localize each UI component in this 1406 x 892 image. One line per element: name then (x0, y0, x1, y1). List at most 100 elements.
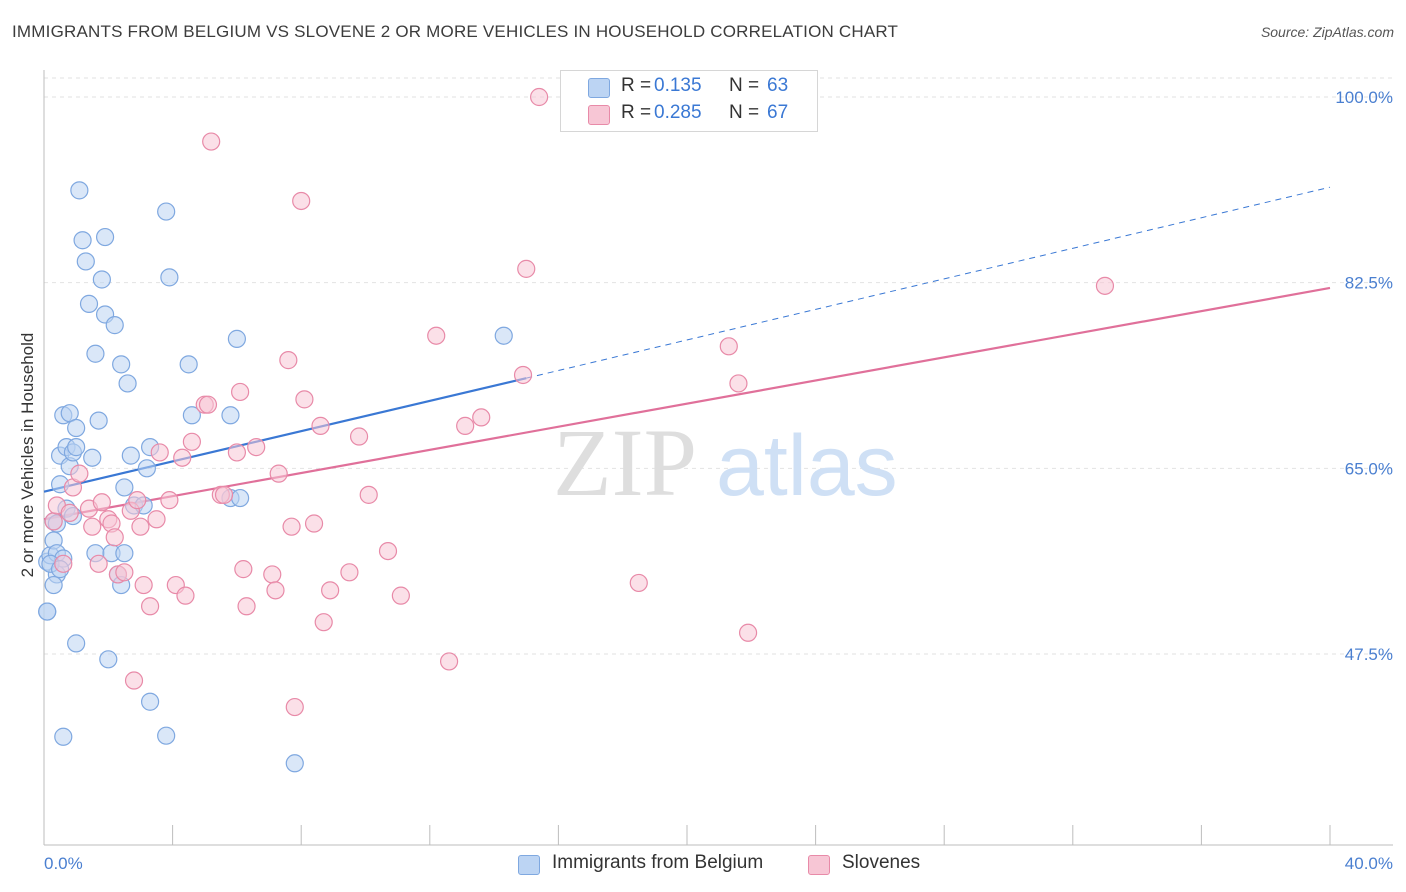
point-belgium (38, 602, 57, 621)
point-slovenes (134, 575, 153, 595)
trend-line-belgium (43, 377, 527, 493)
point-slovenes (231, 382, 250, 402)
point-belgium (76, 252, 95, 271)
point-belgium (92, 270, 111, 289)
tick-labels: 47.5% 65.0% 82.5% 100.0% 0.0% 40.0% (44, 88, 1393, 873)
legend-row-slovenes: R = 0.285 N = 67 (561, 102, 817, 128)
legend-r-value: 0.135 (654, 75, 702, 96)
chart-title: IMMIGRANTS FROM BELGIUM VS SLOVENE 2 OR … (12, 22, 899, 41)
legend-swatch-pink (588, 105, 610, 125)
point-belgium (79, 294, 99, 313)
point-slovenes (304, 514, 324, 533)
point-slovenes (105, 528, 124, 547)
point-slovenes (359, 485, 378, 504)
bottom-legend-swatch-pink (808, 855, 830, 875)
legend: R = 0.135 N = 63 R = 0.285 N = 67 (560, 70, 818, 132)
point-belgium (73, 231, 92, 250)
point-slovenes (517, 259, 536, 278)
point-belgium (179, 355, 198, 374)
y-axis-label: 2 or more Vehicles in Household (18, 333, 37, 578)
point-slovenes (439, 652, 459, 671)
point-belgium (112, 355, 131, 374)
legend-n-label: N = (729, 102, 760, 123)
bottom-legend-swatch-blue (518, 855, 540, 875)
y-tick-label: 47.5% (1345, 645, 1393, 664)
point-slovenes (311, 416, 330, 435)
point-slovenes (140, 597, 160, 616)
point-slovenes (60, 503, 79, 522)
point-belgium (95, 227, 115, 247)
trend-line-extension-belgium (526, 186, 1331, 379)
point-belgium (137, 459, 156, 478)
point-belgium (67, 418, 86, 438)
point-slovenes (738, 623, 758, 642)
point-slovenes (128, 491, 147, 510)
point-slovenes (131, 517, 150, 536)
point-belgium (70, 181, 89, 200)
source-label: Source: ZipAtlas.com (1260, 24, 1394, 40)
point-slovenes (70, 464, 89, 483)
point-slovenes (124, 671, 144, 690)
point-slovenes (89, 554, 108, 573)
point-belgium (227, 329, 246, 348)
legend-n-label: N = (729, 75, 760, 96)
point-belgium (160, 268, 179, 287)
point-belgium (115, 544, 134, 563)
bottom-legend-label-slovenes: Slovenes (842, 852, 921, 873)
point-slovenes (182, 432, 201, 451)
y-tick-label: 65.0% (1345, 459, 1393, 478)
point-belgium (157, 202, 176, 221)
point-slovenes (269, 464, 288, 483)
point-slovenes (292, 191, 311, 211)
watermark-zip: ZIP (553, 409, 697, 516)
point-slovenes (266, 581, 285, 600)
point-belgium (89, 411, 108, 430)
point-belgium (115, 478, 134, 497)
point-slovenes (513, 365, 533, 385)
data-points (38, 87, 1115, 773)
watermark-atlas: atlas (716, 418, 898, 514)
point-belgium (67, 438, 86, 457)
legend-r-value: 0.285 (654, 102, 702, 123)
point-slovenes (247, 438, 266, 457)
point-slovenes (198, 395, 218, 414)
point-slovenes (279, 351, 298, 370)
point-belgium (83, 448, 102, 467)
point-belgium (494, 326, 513, 345)
point-belgium (182, 406, 201, 425)
point-slovenes (44, 512, 63, 531)
point-belgium (121, 446, 140, 465)
point-slovenes (160, 491, 179, 510)
legend-r-label: R = (621, 75, 652, 96)
point-slovenes (202, 132, 221, 151)
point-belgium (231, 488, 250, 508)
point-slovenes (176, 586, 195, 605)
point-slovenes (150, 443, 169, 462)
point-slovenes (282, 517, 301, 536)
trend-lines (43, 186, 1331, 521)
point-belgium (285, 754, 304, 773)
point-slovenes (427, 326, 446, 345)
point-slovenes (147, 510, 166, 529)
point-slovenes (237, 597, 256, 616)
point-slovenes (719, 337, 738, 356)
point-slovenes (530, 87, 549, 107)
point-slovenes (472, 408, 491, 427)
point-slovenes (295, 390, 314, 409)
point-slovenes (83, 517, 102, 536)
point-slovenes (285, 697, 304, 717)
point-slovenes (227, 443, 246, 462)
point-slovenes (234, 560, 253, 579)
point-slovenes (54, 554, 73, 573)
point-belgium (67, 634, 86, 653)
point-belgium (54, 727, 73, 746)
point-slovenes (349, 427, 369, 446)
point-belgium (157, 726, 176, 745)
axes (43, 70, 1393, 846)
point-belgium (99, 650, 118, 669)
point-slovenes (391, 586, 410, 605)
point-slovenes (173, 448, 192, 467)
point-slovenes (1095, 276, 1115, 295)
legend-swatch-blue (588, 78, 610, 98)
